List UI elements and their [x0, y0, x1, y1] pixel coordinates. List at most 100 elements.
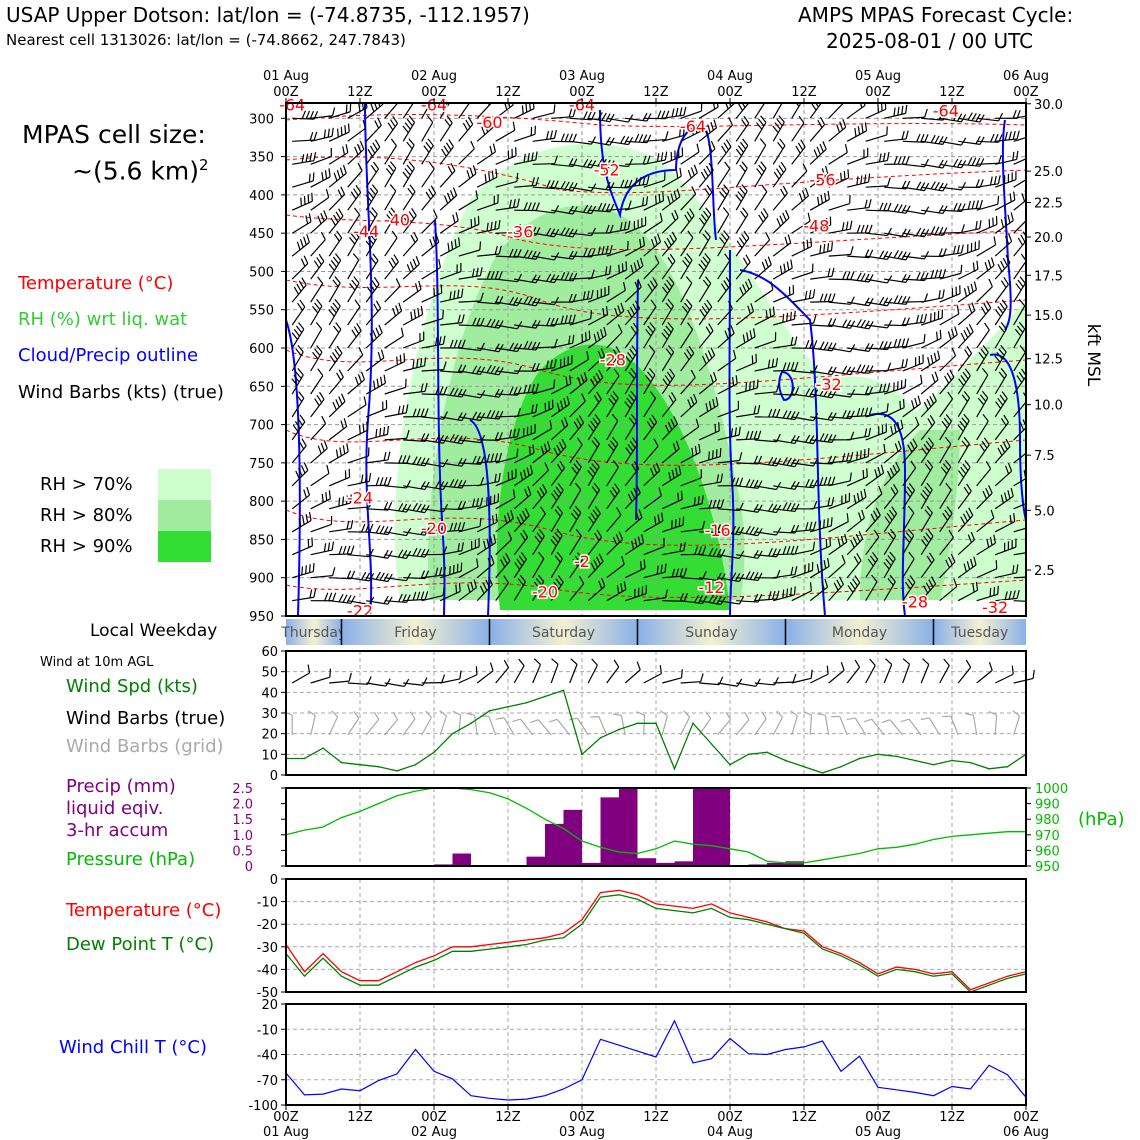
wind-barb-feather — [323, 210, 328, 219]
wind-barb-feather — [360, 474, 364, 484]
wind-barb-shaft — [347, 404, 367, 418]
wind-barb-shaft — [754, 391, 777, 395]
wind-barb-feather — [737, 191, 744, 199]
wind-barb-619 — [809, 165, 829, 188]
sfc-wind-barb-shaft — [366, 682, 387, 687]
wind-barb-533 — [735, 207, 749, 234]
wind-barb-shaft — [365, 124, 382, 142]
wind-barb-264 — [513, 103, 535, 119]
temp-label-17: -2 — [574, 552, 590, 571]
wind-barb-feather — [823, 388, 829, 397]
wind-barb-feather — [685, 276, 693, 284]
wind-barb-403 — [624, 257, 644, 280]
wind-barb-feather — [654, 255, 660, 264]
wind-barb-feather — [461, 458, 467, 467]
wind-barb-shaft — [458, 347, 481, 352]
wind-barb-455 — [661, 440, 680, 464]
kft-tick-label-10.0: 10.0 — [1034, 399, 1063, 414]
wind-barb-feather — [630, 325, 637, 334]
legend-precip-2: liquid eqiv. — [66, 798, 164, 819]
wind-barb-feather — [350, 520, 354, 529]
wind-barb-feather — [696, 143, 700, 153]
grid-wind-barb-33 — [881, 719, 904, 736]
wind-barb-feather — [720, 524, 726, 533]
wind-barb-shaft — [569, 140, 592, 145]
wind-barb-feather — [442, 335, 446, 345]
wind-barb-feather — [864, 199, 868, 209]
wind-barb-feather — [359, 141, 365, 150]
wind-barb-feather — [519, 471, 524, 481]
wind-barb-546 — [736, 525, 763, 537]
wind-barb-326 — [550, 505, 563, 533]
wind-barb-325 — [550, 483, 564, 510]
grid-wind-barb-feather — [900, 718, 910, 723]
wind-barb-373 — [587, 578, 606, 602]
wind-barb-294 — [532, 296, 559, 306]
wind-barb-feather — [827, 243, 830, 252]
wind-barb-343 — [569, 393, 586, 418]
wind-barb-feather — [401, 405, 405, 414]
sfc-wind-barb-shaft — [883, 664, 893, 684]
wind-barb-647 — [828, 319, 856, 329]
wind-barb-feather — [663, 328, 670, 337]
wind-barb-feather — [789, 587, 792, 597]
legend-dewpoint: Dew Point T (°C) — [66, 934, 215, 955]
wind-barb-shaft — [606, 208, 629, 211]
wind-barb-413 — [624, 484, 641, 510]
wind-barb-feather — [827, 342, 833, 351]
wind-barb-16 — [291, 462, 309, 487]
wind-barb-feather — [578, 576, 585, 585]
wind-barb-46 — [328, 144, 349, 165]
wind-barb-318 — [551, 334, 575, 349]
wind-barb-253 — [495, 365, 523, 375]
wind-barb-feather — [516, 428, 520, 437]
sfc-wind-barb-feather — [636, 661, 641, 671]
wind-barb-256 — [495, 428, 520, 441]
wind-barb-feather — [653, 438, 659, 447]
wind-barb-feather — [887, 177, 891, 187]
wind-barb-134 — [402, 138, 415, 165]
wind-barb-feather — [490, 453, 495, 462]
wind-barb-feather — [535, 202, 540, 211]
wind-barb-feather — [337, 189, 343, 198]
wind-barb-feather — [683, 593, 688, 602]
wind-barb-369 — [587, 482, 601, 510]
wind-barb-feather — [716, 572, 722, 581]
wind-barb-feather — [728, 378, 731, 388]
wind-barb-504 — [699, 572, 726, 582]
wind-barb-feather — [634, 177, 638, 187]
sfc-wind-barb-12 — [513, 658, 525, 684]
wind-barb-feather — [420, 383, 424, 392]
wind-barb-feather — [461, 480, 467, 489]
wind-barb-feather — [644, 374, 652, 383]
grid-wind-barb-shaft — [503, 717, 515, 736]
wind-barb-feather — [470, 541, 473, 550]
wind-barb-feather — [299, 299, 306, 308]
grid-wind-barb-shaft — [310, 715, 316, 736]
wind-barb-feather — [824, 192, 827, 202]
wind-barb-feather — [475, 412, 482, 421]
wind-barb-475 — [680, 393, 698, 418]
wind-barb-feather — [301, 566, 304, 575]
wind-barb-633 — [810, 496, 835, 510]
wind-barb-feather — [771, 358, 775, 368]
wind-barb-628 — [810, 388, 837, 399]
wind-barb-feather — [605, 181, 611, 190]
wind-barb-184 — [440, 288, 464, 303]
wind-barb-feather — [370, 164, 377, 173]
wind-barb-feather — [329, 355, 336, 364]
wind-barb-feather — [745, 571, 751, 580]
wind-barb-feather — [664, 151, 668, 161]
wind-barb-71 — [347, 207, 361, 234]
wind-barb-feather — [743, 115, 750, 124]
wind-barb-102 — [366, 425, 389, 441]
wind-barb-shaft — [439, 103, 452, 119]
grid-wind-barb-15 — [548, 718, 571, 736]
wind-barb-feather — [641, 534, 645, 543]
temp-ytick-label--10: -10 — [257, 896, 278, 911]
wind-barb-497 — [698, 396, 719, 418]
wind-barb-153 — [403, 591, 429, 602]
wind-barb-shaft — [532, 346, 555, 349]
wind-barb-feather — [712, 595, 718, 604]
wind-barb-feather — [1025, 209, 1026, 218]
